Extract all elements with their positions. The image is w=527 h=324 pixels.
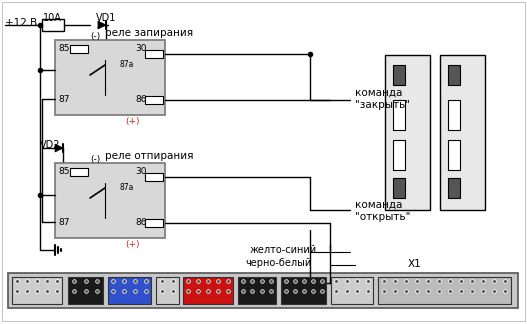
Text: VD1: VD1 [96,13,116,23]
Text: 85: 85 [58,167,70,176]
Bar [70,168,88,176]
Bar [281,277,326,304]
Text: (+): (+) [125,117,140,126]
Text: черно-белый: черно-белый [245,258,311,268]
Text: VD2: VD2 [40,140,61,150]
Text: 10A: 10A [43,13,62,23]
Bar [183,277,233,304]
Text: команда
"открыть": команда "открыть" [355,200,411,222]
Text: команда
"закрыть": команда "закрыть" [355,88,410,110]
Bar [12,277,62,304]
Bar [448,65,460,85]
Bar [448,100,460,130]
Bar [68,277,103,304]
Text: 85: 85 [58,44,70,53]
Bar [145,96,163,104]
Bar [378,277,511,304]
Bar [393,100,405,130]
Text: 87: 87 [58,95,70,104]
Bar [331,277,373,304]
Bar [238,277,276,304]
Text: (-): (-) [90,32,100,41]
Bar [448,140,460,170]
Text: X1: X1 [408,259,422,269]
Text: +12 В: +12 В [5,18,37,28]
Text: (+): (+) [125,240,140,249]
Bar [55,40,165,115]
Polygon shape [55,144,63,152]
Text: 87а: 87а [120,183,134,192]
Bar [440,55,485,210]
Text: 30: 30 [135,167,147,176]
Bar [42,19,64,31]
Text: 87а: 87а [120,60,134,69]
Polygon shape [98,21,106,29]
Bar [70,45,88,53]
Text: 86: 86 [135,218,147,227]
Bar [385,55,430,210]
Text: 87: 87 [58,218,70,227]
Bar [156,277,179,304]
Text: реле отпирания: реле отпирания [105,151,193,161]
Text: 86: 86 [135,95,147,104]
Bar [55,163,165,238]
Bar [393,140,405,170]
Bar [145,219,163,227]
Bar [145,173,163,181]
Bar [393,65,405,85]
Text: реле запирания: реле запирания [105,28,193,38]
Bar [448,178,460,198]
Bar [145,50,163,58]
Bar [8,273,518,308]
Text: (-): (-) [90,155,100,164]
Text: 30: 30 [135,44,147,53]
Bar [108,277,151,304]
Bar [393,178,405,198]
Text: желто-синий: желто-синий [250,245,317,255]
